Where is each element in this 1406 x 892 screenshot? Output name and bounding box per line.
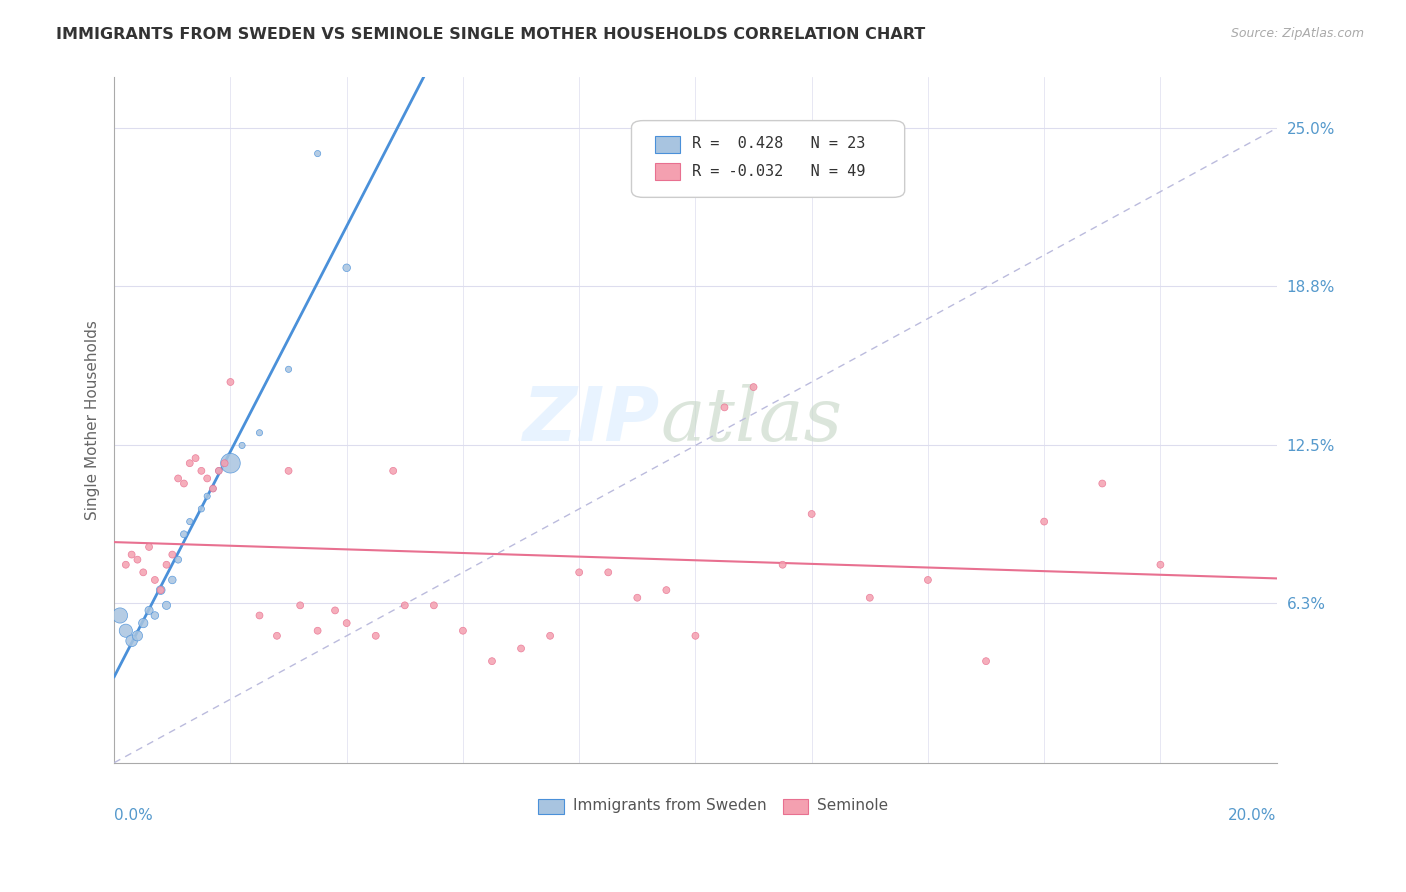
Text: Seminole: Seminole [817, 798, 889, 814]
Point [307, 146, 329, 161]
Text: Source: ZipAtlas.com: Source: ZipAtlas.com [1230, 27, 1364, 40]
Point [249, 608, 271, 623]
Point [138, 540, 160, 554]
Point [655, 583, 678, 598]
Text: atlas: atlas [661, 384, 842, 457]
Text: IMMIGRANTS FROM SWEDEN VS SEMINOLE SINGLE MOTHER HOUSEHOLDS CORRELATION CHART: IMMIGRANTS FROM SWEDEN VS SEMINOLE SINGL… [56, 27, 925, 42]
Point [277, 464, 299, 478]
Point [214, 456, 236, 470]
Point [162, 548, 184, 562]
Point [249, 425, 271, 440]
Point [108, 608, 131, 623]
Point [155, 558, 177, 572]
Point [1091, 476, 1114, 491]
Point [201, 482, 224, 496]
Point [208, 464, 231, 478]
Point [481, 654, 503, 668]
Point [149, 583, 172, 598]
Point [277, 362, 299, 376]
Point [149, 583, 172, 598]
Y-axis label: Single Mother Households: Single Mother Households [86, 320, 100, 520]
Point [568, 566, 591, 580]
Point [190, 464, 212, 478]
Point [626, 591, 648, 605]
Point [859, 591, 882, 605]
Text: R =  0.428   N = 23: R = 0.428 N = 23 [692, 136, 865, 152]
Point [127, 629, 149, 643]
Point [685, 629, 707, 643]
Point [219, 375, 242, 389]
Point [598, 566, 620, 580]
Text: R = -0.032   N = 49: R = -0.032 N = 49 [692, 164, 865, 178]
Point [510, 641, 533, 656]
Point [1149, 558, 1171, 572]
Bar [655, 136, 681, 153]
Text: 20.0%: 20.0% [1229, 808, 1277, 823]
Point [114, 558, 136, 572]
Text: Immigrants from Sweden: Immigrants from Sweden [574, 798, 768, 814]
Point [167, 471, 190, 485]
Point [713, 401, 735, 415]
Point [451, 624, 474, 638]
Point [173, 476, 195, 491]
Point [121, 548, 143, 562]
Bar [538, 799, 564, 814]
Point [742, 380, 765, 394]
Point [231, 438, 253, 452]
Point [179, 515, 201, 529]
Point [364, 629, 387, 643]
Point [155, 599, 177, 613]
Point [974, 654, 997, 668]
Point [190, 502, 212, 516]
Point [114, 624, 136, 638]
Point [143, 608, 166, 623]
Point [195, 489, 218, 503]
Point [132, 566, 155, 580]
Point [394, 599, 416, 613]
Point [423, 599, 446, 613]
Point [208, 464, 231, 478]
Point [143, 573, 166, 587]
Point [195, 471, 218, 485]
Bar [655, 163, 681, 180]
Point [772, 558, 794, 572]
Point [538, 629, 561, 643]
Point [290, 599, 312, 613]
Point [1033, 515, 1056, 529]
Point [382, 464, 405, 478]
Bar [783, 799, 808, 814]
FancyBboxPatch shape [631, 120, 904, 197]
Point [266, 629, 288, 643]
Point [127, 552, 149, 566]
Point [323, 603, 346, 617]
Point [917, 573, 939, 587]
Point [162, 573, 184, 587]
Point [307, 624, 329, 638]
Point [219, 456, 242, 470]
Point [132, 616, 155, 631]
Point [121, 633, 143, 648]
Point [201, 482, 224, 496]
Text: 0.0%: 0.0% [114, 808, 153, 823]
Point [179, 456, 201, 470]
Point [167, 552, 190, 566]
Point [336, 616, 359, 631]
Point [184, 451, 207, 466]
Point [800, 507, 823, 521]
Point [336, 260, 359, 275]
Point [138, 603, 160, 617]
Point [173, 527, 195, 541]
Text: ZIP: ZIP [523, 384, 661, 457]
